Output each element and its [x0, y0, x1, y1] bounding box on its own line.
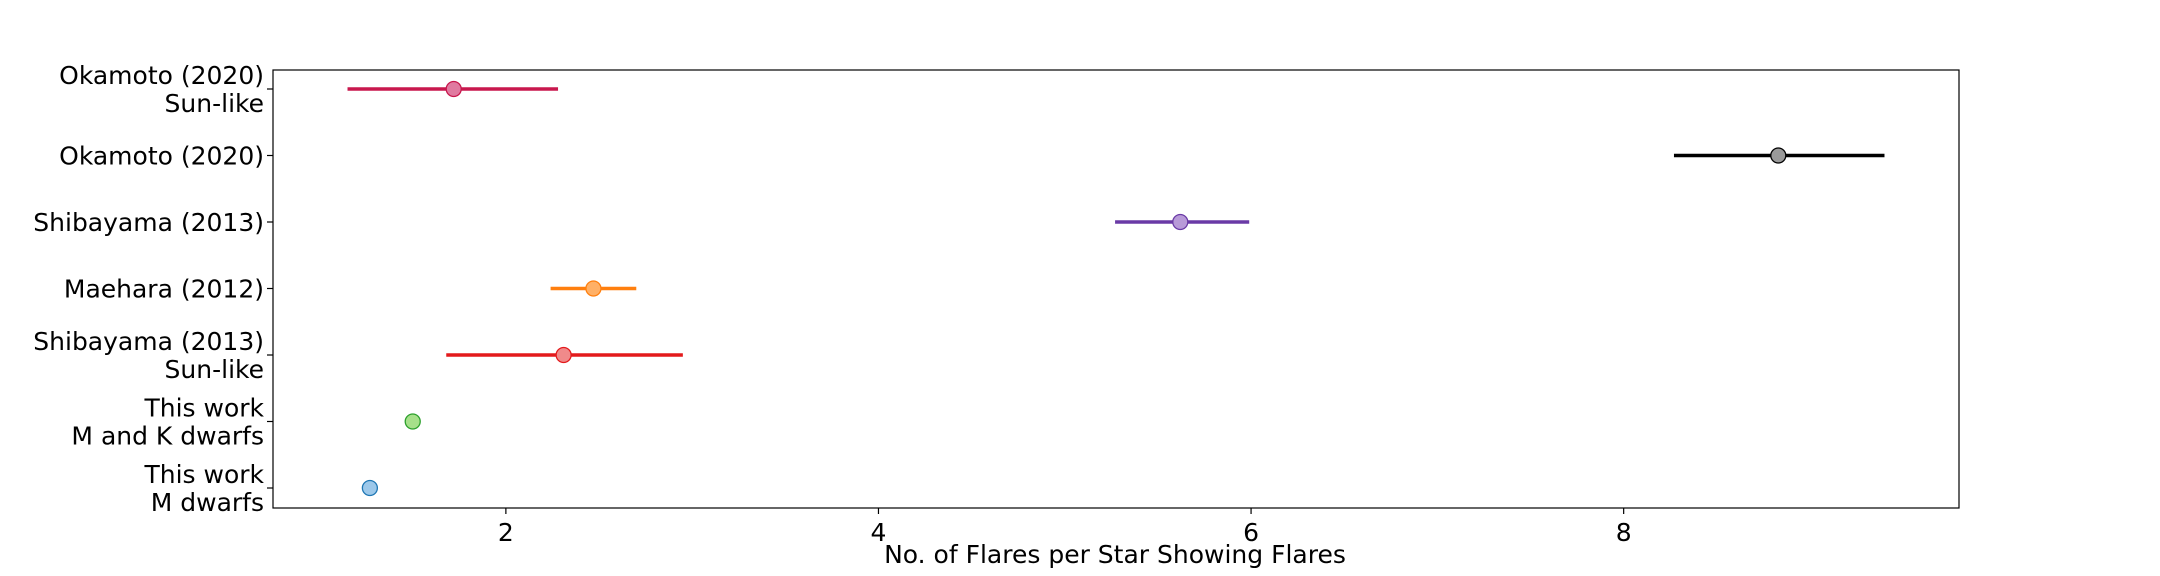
y-category-label: Shibayama (2013)	[33, 208, 264, 237]
y-category-label: Sun-like	[165, 355, 264, 384]
x-tick-label: 8	[1616, 518, 1632, 547]
x-tick-label: 6	[1243, 518, 1259, 547]
y-category-label: Maehara (2012)	[64, 275, 264, 304]
y-category-label: Okamoto (2020)	[59, 61, 264, 90]
y-category-label: Shibayama (2013)	[33, 327, 264, 356]
x-axis-ticks: 2 4 6 8	[498, 508, 1632, 547]
data-marks	[347, 80, 1885, 497]
y-category-label: M dwarfs	[151, 488, 264, 517]
data-point-marker	[555, 346, 572, 364]
data-point-marker	[361, 479, 379, 497]
x-tick-label: 2	[498, 518, 514, 547]
data-point-marker	[585, 280, 602, 297]
x-tick-label: 4	[871, 518, 887, 547]
plot-frame	[272, 69, 1960, 509]
x-axis-title: No. of Flares per Star Showing Flares	[884, 540, 1346, 569]
y-category-label: Okamoto (2020)	[59, 142, 264, 171]
data-point-marker	[1770, 147, 1787, 164]
data-point-marker	[445, 80, 462, 98]
y-category-label: M and K dwarfs	[71, 422, 264, 451]
data-point-marker	[404, 413, 421, 430]
y-category-label: This work	[143, 460, 264, 489]
y-category-label: Sun-like	[165, 89, 264, 118]
y-category-label: This work	[143, 394, 264, 423]
data-point-marker	[1172, 213, 1189, 231]
